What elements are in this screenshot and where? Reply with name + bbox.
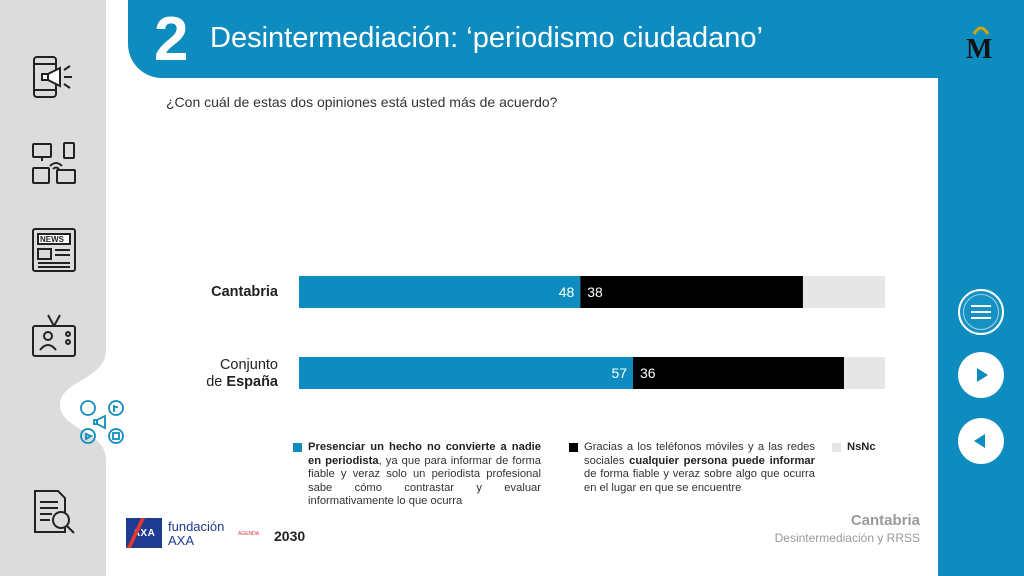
row-label-line2: de España [206, 374, 278, 390]
legend-text: Gracias a los teléfonos móviles y a las … [584, 441, 815, 494]
footer-subtitle: Desintermediación y RRSS [774, 531, 920, 545]
fundacion-axa-label: fundación AXA [168, 519, 225, 548]
row-label-espana: Conjunto de España [206, 357, 278, 391]
section-number: 2 [154, 5, 189, 74]
data-label-0-1: 38 [587, 284, 603, 300]
legend-swatch-blue [293, 443, 302, 452]
legend-swatch-black [569, 443, 578, 452]
sidebar-wave [60, 350, 120, 460]
next-icon [977, 368, 988, 382]
previous-icon [974, 434, 985, 448]
bar-segment-0-2 [802, 276, 885, 308]
page-title: Desintermediación: ‘periodismo ciudadano… [210, 22, 763, 54]
legend-item-cualquier-persona: Gracias a los teléfonos móviles y a las … [569, 441, 815, 495]
brand-logo: M [952, 20, 1010, 64]
row-label-bold: Cantabria [211, 284, 278, 300]
newspaper-icon[interactable]: NEWS [30, 226, 78, 274]
legend-text: Presenciar un hecho no convierte a nadie… [308, 441, 541, 508]
footer-caption: Cantabria Desintermediación y RRSS [775, 512, 920, 545]
agenda-label: AGENDA [238, 531, 260, 537]
legend-swatch-grey [832, 443, 841, 452]
bar-segment-0-0 [299, 276, 581, 308]
axa-logo: AXA [126, 518, 162, 548]
survey-question: ¿Con cuál de estas dos opiniones está us… [166, 94, 558, 110]
legend-text: NsNc [847, 441, 876, 453]
data-label-0-0: 48 [559, 284, 575, 300]
right-sidebar [938, 0, 1024, 576]
tv-presenter-icon[interactable] [30, 312, 78, 360]
data-label-1-0: 57 [611, 365, 627, 381]
media-devices-icon[interactable] [30, 140, 78, 188]
footer-region: Cantabria [850, 512, 920, 529]
svg-text:NEWS: NEWS [40, 235, 65, 244]
legend-item-nsnc: NsNc [832, 441, 892, 455]
row-label-line1: Conjunto [219, 357, 278, 373]
bar-segment-1-2 [843, 357, 885, 389]
previous-button[interactable] [958, 418, 1004, 464]
bar-segment-1-0 [299, 357, 634, 389]
legend-item-periodista: Presenciar un hecho no convierte a nadie… [293, 441, 541, 509]
next-button[interactable] [958, 352, 1004, 398]
page-header: 2 Desintermediación: ‘periodismo ciudada… [128, 0, 938, 78]
bar-segment-1-1 [633, 357, 844, 389]
megaphone-phone-icon[interactable] [30, 54, 78, 102]
agenda-year: 2030 [274, 528, 306, 544]
social-media-icon[interactable] [78, 398, 126, 446]
row-label-cantabria: Cantabria [211, 284, 278, 301]
data-label-1-1: 36 [640, 365, 656, 381]
document-search-icon[interactable] [30, 488, 78, 536]
logo-letter: M [966, 34, 992, 64]
menu-button[interactable] [958, 289, 1004, 335]
bar-segment-0-1 [580, 276, 803, 308]
